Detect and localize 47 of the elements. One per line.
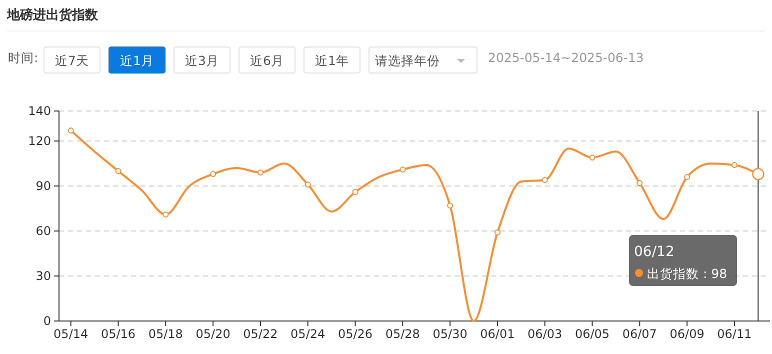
text: 近3月 — [185, 53, 219, 68]
point — [731, 162, 738, 168]
x-tick-label: 06/03 — [528, 327, 562, 341]
y-tick-label: 0 — [43, 314, 51, 328]
x-tick-label: 05/30 — [432, 327, 468, 341]
text: 时间: — [8, 50, 38, 65]
y-tick-label: 30 — [36, 269, 51, 283]
text: 近1年 — [315, 53, 349, 68]
text: 近1月 — [120, 53, 154, 68]
x-tick-label: 05/24 — [290, 327, 326, 341]
x-tick-label: 05/16 — [100, 327, 136, 341]
x-tick-label: 06/11 — [717, 327, 752, 341]
point — [162, 212, 169, 218]
text: 近7天 — [55, 53, 89, 68]
y-tick-label: 90 — [36, 179, 51, 193]
y-tick-label: 60 — [36, 224, 51, 238]
point — [210, 171, 216, 177]
x-tick-label: 05/22 — [243, 327, 278, 341]
x-tick-label: 05/14 — [54, 327, 88, 341]
y-tick-label: 120 — [28, 134, 51, 148]
point — [494, 230, 500, 236]
x-tick-label: 05/18 — [148, 327, 183, 341]
point — [589, 154, 596, 160]
annotation: 出货指数 : 98 — [647, 266, 728, 281]
x-tick-label: 06/07 — [622, 327, 657, 341]
point — [304, 182, 311, 188]
chart-title: 地磅进出货指数 — [6, 7, 99, 23]
point — [542, 177, 548, 183]
text: 2025-05-14~2025-06-13 — [488, 50, 644, 65]
x-tick-label: 06/05 — [574, 327, 610, 341]
point — [400, 166, 406, 172]
point — [68, 128, 74, 134]
x-tick-label: 05/28 — [385, 327, 420, 341]
point — [447, 202, 454, 208]
x-tick-label: 05/20 — [196, 327, 230, 341]
point — [115, 168, 122, 174]
text: 请选择年份 — [375, 53, 440, 68]
point — [257, 170, 264, 176]
text: 近6月 — [250, 53, 284, 68]
text: 06/12 — [634, 244, 674, 260]
y-tick-label: 140 — [28, 104, 51, 118]
x-tick-label: 06/01 — [480, 327, 515, 341]
x-tick-label: 06/09 — [670, 327, 704, 341]
point — [636, 180, 643, 186]
x-tick-label: 05/26 — [338, 327, 373, 341]
point — [684, 174, 690, 180]
point — [352, 189, 358, 195]
